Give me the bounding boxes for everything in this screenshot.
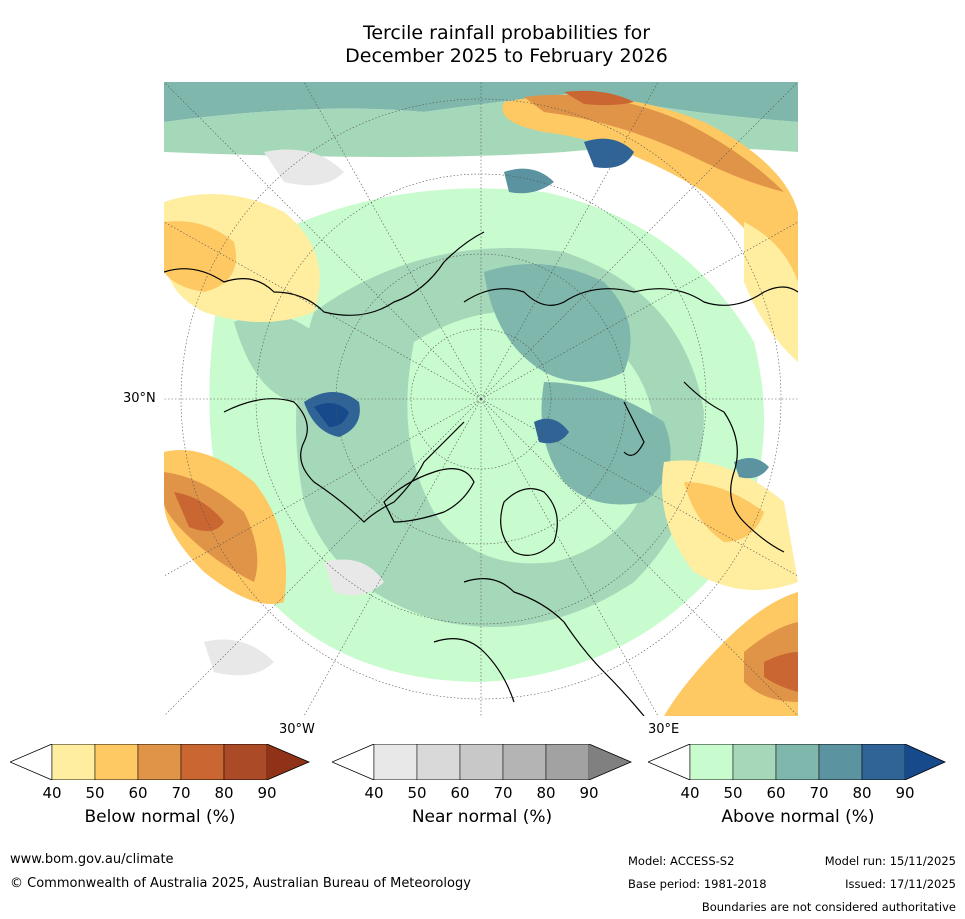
above-over-triangle bbox=[905, 744, 945, 780]
near-bin-80 bbox=[545, 744, 590, 780]
below-bin-60 bbox=[137, 744, 182, 780]
above-bin-40 bbox=[689, 744, 734, 780]
near-tick-90: 90 bbox=[579, 784, 599, 802]
above-under-triangle bbox=[648, 744, 691, 780]
copyright-text: © Commonwealth of Australia 2025, Austra… bbox=[10, 876, 471, 891]
above-tick-90: 90 bbox=[895, 784, 915, 802]
near-bin-60 bbox=[459, 744, 504, 780]
below-tick-90: 90 bbox=[257, 784, 277, 802]
below-bin-70 bbox=[180, 744, 225, 780]
label-30w: 30°W bbox=[279, 722, 315, 737]
colorbar-near-normal: 40 50 60 70 80 90 Near normal (%) bbox=[332, 744, 632, 844]
model-run-text: Model run: 15/11/2025 bbox=[824, 854, 956, 868]
above-bin-80 bbox=[861, 744, 906, 780]
near-tick-40: 40 bbox=[364, 784, 384, 802]
below-bin-80 bbox=[223, 744, 268, 780]
above-bin-70 bbox=[818, 744, 863, 780]
above-bin-50 bbox=[732, 744, 777, 780]
near-tick-50: 50 bbox=[407, 784, 427, 802]
near-over-triangle bbox=[589, 744, 631, 780]
website-link[interactable]: www.bom.gov.au/climate bbox=[10, 852, 174, 867]
graticule bbox=[164, 82, 798, 716]
near-under-triangle bbox=[332, 744, 375, 780]
near-tick-60: 60 bbox=[450, 784, 470, 802]
near-tick-80: 80 bbox=[536, 784, 556, 802]
near-tick-70: 70 bbox=[493, 784, 513, 802]
colorbar-above-normal-scale bbox=[648, 744, 946, 780]
base-period-text: Base period: 1981-2018 bbox=[628, 877, 767, 891]
label-30e: 30°E bbox=[648, 722, 680, 737]
above-bin-60 bbox=[775, 744, 820, 780]
colorbar-below-normal: 40 50 60 70 80 90 Below normal (%) bbox=[10, 744, 310, 844]
below-bin-50 bbox=[94, 744, 139, 780]
above-tick-50: 50 bbox=[723, 784, 743, 802]
disclaimer-text: Boundaries are not considered authoritat… bbox=[701, 900, 956, 914]
below-tick-60: 60 bbox=[128, 784, 148, 802]
title-line-1: Tercile rainfall probabilities for bbox=[362, 22, 651, 44]
near-bin-70 bbox=[502, 744, 547, 780]
label-30n: 30°N bbox=[123, 391, 156, 406]
coastlines bbox=[164, 231, 798, 716]
below-tick-40: 40 bbox=[42, 784, 62, 802]
above-tick-60: 60 bbox=[766, 784, 786, 802]
near-bin-40 bbox=[373, 744, 418, 780]
near-bin-50 bbox=[416, 744, 461, 780]
below-normal-title: Below normal (%) bbox=[84, 807, 236, 827]
issued-text: Issued: 17/11/2025 bbox=[845, 877, 956, 891]
below-over-triangle bbox=[267, 744, 309, 780]
above-normal-title: Above normal (%) bbox=[721, 807, 875, 827]
below-tick-80: 80 bbox=[214, 784, 234, 802]
colorbar-above-normal: 40 50 60 70 80 90 Above normal (%) bbox=[648, 744, 948, 844]
below-bin-40 bbox=[51, 744, 96, 780]
near-normal-title: Near normal (%) bbox=[411, 807, 553, 827]
title-line-2: December 2025 to February 2026 bbox=[345, 45, 668, 67]
above-tick-40: 40 bbox=[680, 784, 700, 802]
polar-rainfall-map bbox=[164, 82, 798, 716]
above-tick-80: 80 bbox=[852, 784, 872, 802]
model-text: Model: ACCESS-S2 bbox=[628, 854, 735, 868]
colorbar-near-normal-scale bbox=[332, 744, 632, 780]
colorbar-below-normal-scale bbox=[10, 744, 310, 780]
below-tick-50: 50 bbox=[85, 784, 105, 802]
above-tick-70: 70 bbox=[809, 784, 829, 802]
chart-title: Tercile rainfall probabilities for Decem… bbox=[0, 22, 965, 68]
below-under-triangle bbox=[10, 744, 53, 780]
below-tick-70: 70 bbox=[171, 784, 191, 802]
